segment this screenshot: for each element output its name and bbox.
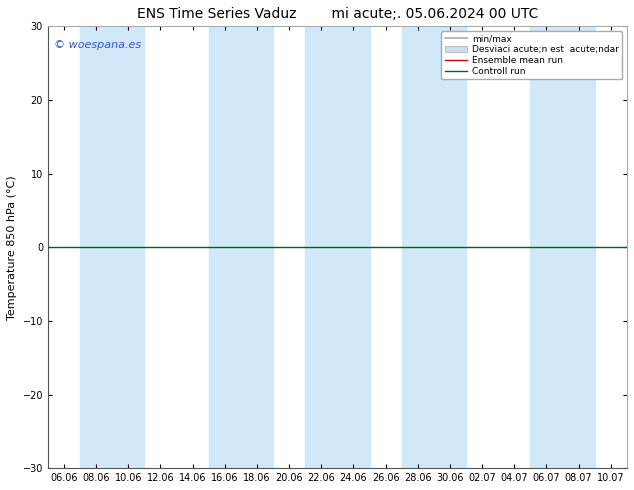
Bar (80, 26, 145, 468)
Y-axis label: Temperature 850 hPa (°C): Temperature 850 hPa (°C) (7, 175, 17, 319)
Bar (402, 26, 466, 468)
Bar (531, 26, 595, 468)
Legend: min/max, Desviaci acute;n est  acute;ndar, Ensemble mean run, Controll run: min/max, Desviaci acute;n est acute;ndar… (441, 31, 623, 79)
Bar (209, 26, 273, 468)
Title: ENS Time Series Vaduz        mi acute;. 05.06.2024 00 UTC: ENS Time Series Vaduz mi acute;. 05.06.2… (137, 7, 538, 21)
Text: © woespana.es: © woespana.es (54, 40, 141, 49)
Bar (305, 26, 370, 468)
